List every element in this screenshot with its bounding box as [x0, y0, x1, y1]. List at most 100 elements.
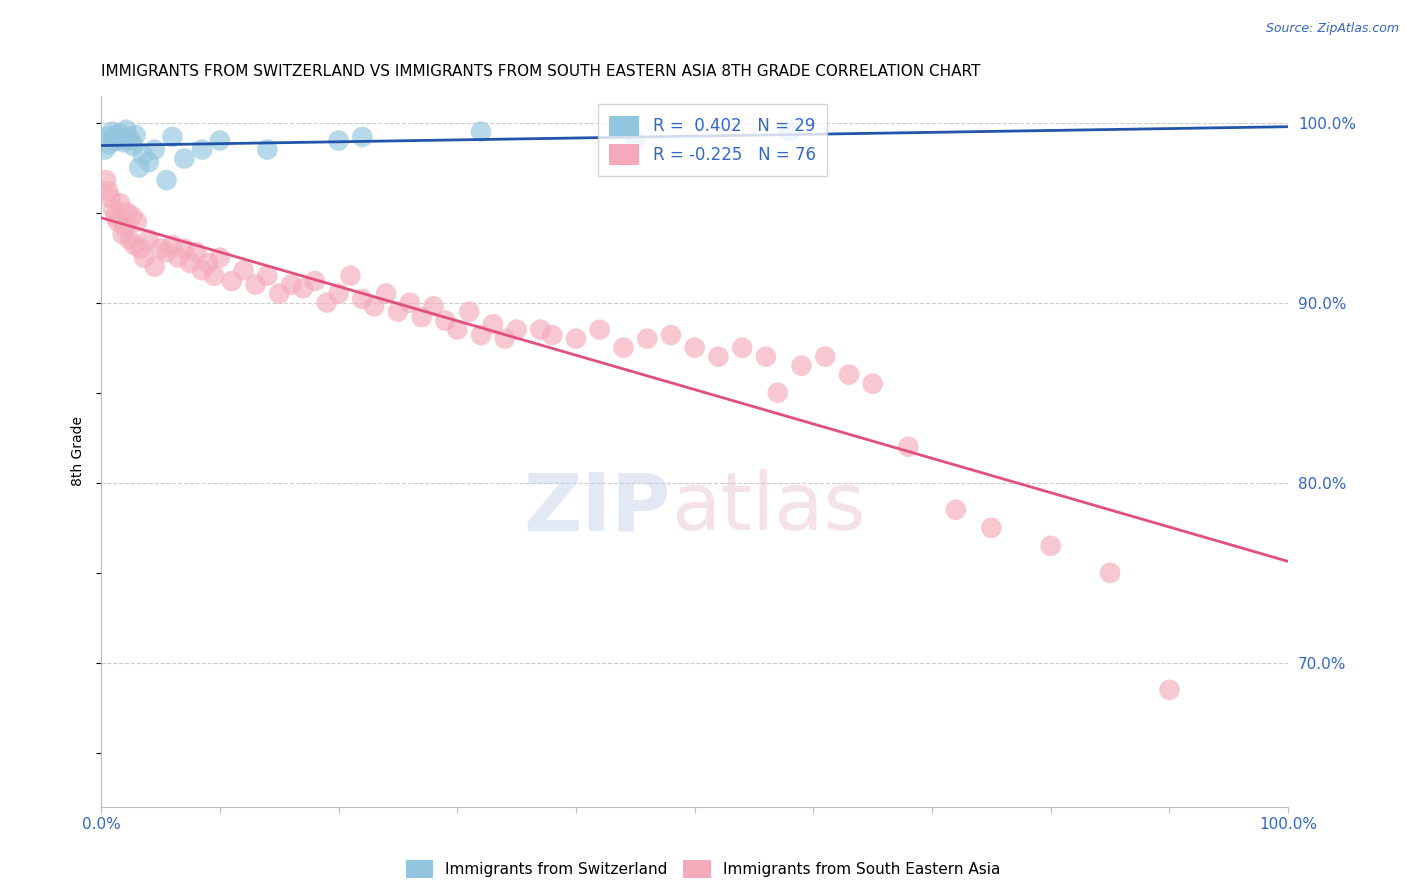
Point	[352, 130, 374, 145]
Point	[624, 134, 647, 148]
Point	[328, 286, 350, 301]
Point	[108, 196, 131, 211]
Point	[387, 304, 409, 318]
Point	[167, 251, 190, 265]
Point	[100, 191, 122, 205]
Point	[636, 332, 658, 346]
Point	[143, 143, 166, 157]
Point	[118, 233, 141, 247]
Point	[422, 299, 444, 313]
Point	[101, 202, 124, 216]
Point	[291, 281, 314, 295]
Point	[269, 286, 291, 301]
Point	[304, 274, 326, 288]
Point	[94, 143, 117, 157]
Point	[96, 130, 118, 145]
Point	[315, 295, 337, 310]
Point	[124, 128, 146, 142]
Point	[115, 122, 138, 136]
Point	[191, 143, 214, 157]
Point	[112, 136, 135, 150]
Point	[221, 274, 243, 288]
Point	[103, 128, 125, 142]
Point	[766, 385, 789, 400]
Point	[186, 245, 208, 260]
Point	[122, 139, 145, 153]
Point	[458, 304, 481, 318]
Point	[155, 173, 177, 187]
Point	[107, 214, 129, 228]
Text: IMMIGRANTS FROM SWITZERLAND VS IMMIGRANTS FROM SOUTH EASTERN ASIA 8TH GRADE CORR: IMMIGRANTS FROM SWITZERLAND VS IMMIGRANT…	[101, 64, 980, 79]
Point	[375, 286, 398, 301]
Point	[755, 350, 778, 364]
Point	[505, 323, 527, 337]
Point	[1099, 566, 1122, 580]
Point	[529, 323, 551, 337]
Point	[111, 227, 134, 242]
Text: Source: ZipAtlas.com: Source: ZipAtlas.com	[1265, 22, 1399, 36]
Point	[208, 134, 231, 148]
Point	[125, 214, 148, 228]
Point	[117, 130, 139, 145]
Point	[945, 503, 967, 517]
Point	[838, 368, 860, 382]
Point	[202, 268, 225, 283]
Point	[162, 130, 184, 145]
Point	[470, 328, 492, 343]
Point	[256, 268, 278, 283]
Point	[398, 295, 420, 310]
Point	[110, 132, 132, 146]
Point	[494, 332, 516, 346]
Point	[434, 313, 457, 327]
Point	[339, 268, 361, 283]
Y-axis label: 8th Grade: 8th Grade	[72, 417, 86, 486]
Point	[105, 134, 128, 148]
Point	[132, 251, 155, 265]
Point	[114, 219, 136, 234]
Text: atlas: atlas	[671, 469, 865, 547]
Point	[208, 251, 231, 265]
Point	[149, 242, 172, 256]
Point	[482, 318, 505, 332]
Point	[446, 323, 468, 337]
Point	[143, 260, 166, 274]
Point	[128, 161, 150, 175]
Point	[179, 256, 201, 270]
Point	[124, 238, 146, 252]
Point	[173, 242, 195, 256]
Point	[132, 148, 155, 162]
Point	[470, 124, 492, 138]
Point	[120, 134, 142, 148]
Point	[814, 350, 837, 364]
Point	[104, 209, 127, 223]
Point	[256, 143, 278, 157]
Point	[790, 359, 813, 373]
Point	[129, 242, 152, 256]
Point	[97, 184, 120, 198]
Point	[363, 299, 385, 313]
Point	[707, 350, 730, 364]
Point	[328, 134, 350, 148]
Point	[411, 310, 433, 324]
Legend: R =  0.402   N = 29, R = -0.225   N = 76: R = 0.402 N = 29, R = -0.225 N = 76	[598, 103, 827, 177]
Point	[197, 256, 219, 270]
Point	[1159, 682, 1181, 697]
Text: ZIP: ZIP	[523, 469, 671, 547]
Point	[138, 155, 160, 169]
Point	[101, 124, 124, 138]
Point	[731, 341, 754, 355]
Point	[897, 440, 920, 454]
Point	[779, 124, 801, 138]
Point	[280, 277, 302, 292]
Point	[138, 233, 160, 247]
Point	[108, 126, 131, 140]
Point	[612, 341, 634, 355]
Point	[155, 245, 177, 260]
Point	[565, 332, 588, 346]
Point	[121, 209, 143, 223]
Point	[1039, 539, 1062, 553]
Point	[352, 292, 374, 306]
Point	[98, 137, 121, 152]
Point	[980, 521, 1002, 535]
Point	[191, 263, 214, 277]
